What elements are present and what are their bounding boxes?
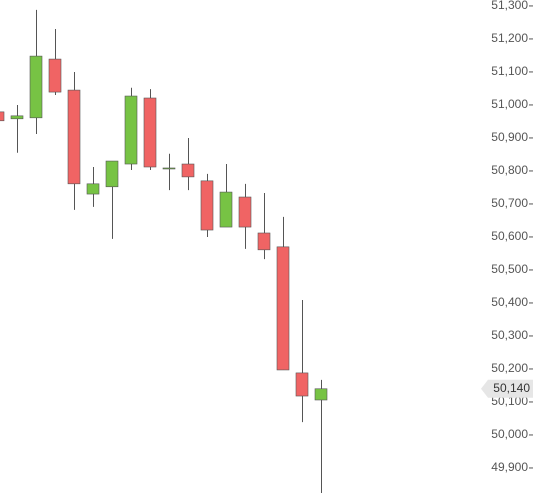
candle-body bbox=[0, 111, 5, 122]
y-tick-label: 51,300 bbox=[491, 0, 528, 12]
y-tick-label: 50,500 bbox=[491, 262, 528, 276]
candle-body bbox=[219, 191, 233, 228]
y-tick-label: 51,200 bbox=[491, 31, 528, 45]
last-price-tag bbox=[481, 379, 533, 398]
y-tick-label: 51,000 bbox=[491, 97, 528, 111]
y-tick-label: 51,100 bbox=[491, 64, 528, 78]
candle-body bbox=[105, 160, 119, 188]
candle-body bbox=[276, 246, 290, 371]
candle-body bbox=[314, 388, 328, 401]
candle-body bbox=[143, 97, 157, 168]
y-tick-label: 50,300 bbox=[491, 328, 528, 342]
y-tick-label: 50,000 bbox=[491, 427, 528, 441]
y-tick-label: 50,800 bbox=[491, 163, 528, 177]
last-price-label: 50,140 bbox=[493, 381, 530, 395]
candle-body bbox=[181, 163, 195, 178]
y-tick-label: 50,700 bbox=[491, 196, 528, 210]
y-tick-label: 50,400 bbox=[491, 295, 528, 309]
candle-body bbox=[238, 196, 252, 228]
candle-body bbox=[162, 167, 176, 170]
candle-body bbox=[10, 115, 24, 120]
candle-body bbox=[257, 232, 271, 251]
candle-body bbox=[295, 372, 309, 397]
y-tick-label: 50,900 bbox=[491, 130, 528, 144]
candle-body bbox=[124, 95, 138, 165]
candle-body bbox=[67, 89, 81, 185]
candle-body bbox=[48, 58, 62, 93]
candle-body bbox=[29, 55, 43, 119]
candle-body bbox=[86, 183, 100, 195]
y-tick-label: 50,200 bbox=[491, 361, 528, 375]
candle-body bbox=[200, 180, 214, 231]
y-tick-label: 49,900 bbox=[491, 460, 528, 474]
y-tick-label: 50,600 bbox=[491, 229, 528, 243]
